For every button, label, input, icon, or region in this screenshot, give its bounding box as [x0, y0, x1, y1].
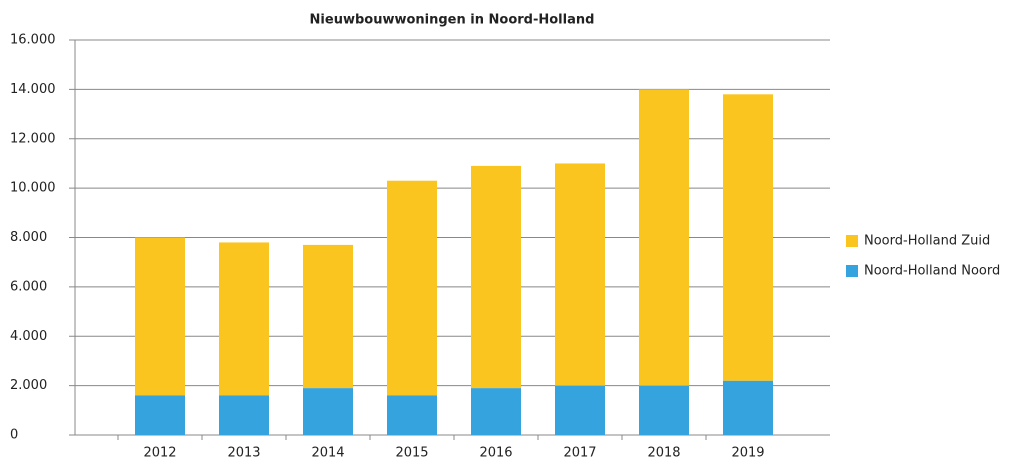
bar-segment	[303, 388, 353, 435]
chart-title: Nieuwbouwwoningen in Noord-Holland	[310, 13, 595, 28]
x-tick-label: 2015	[395, 446, 428, 459]
x-tick-label: 2016	[479, 446, 512, 459]
bar-segment	[471, 165, 521, 389]
y-tick-label: 8.000	[10, 230, 47, 245]
bar-segment	[219, 242, 269, 396]
bar-segment	[387, 180, 437, 396]
y-tick-label: 6.000	[10, 279, 47, 294]
x-tick-label: 2014	[311, 446, 344, 459]
bar-segment	[471, 388, 521, 435]
x-tick-label: 2019	[731, 446, 764, 459]
y-tick-label: 16.000	[10, 33, 56, 48]
y-tick-label: 10.000	[10, 181, 56, 196]
bar-segment	[303, 244, 353, 389]
bar-segment	[135, 237, 185, 396]
bar-segment	[135, 395, 185, 435]
bar-segment	[555, 163, 605, 386]
bar-segment	[387, 395, 437, 435]
legend-label: Noord-Holland Zuid	[864, 234, 990, 249]
bar-segment	[639, 385, 689, 435]
x-tick-label: 2013	[227, 446, 260, 459]
bar-segment	[723, 380, 773, 435]
x-tick-label: 2018	[647, 446, 680, 459]
y-tick-label: 14.000	[10, 82, 56, 97]
y-tick-label: 4.000	[10, 329, 47, 344]
x-tick-label: 2017	[563, 446, 596, 459]
x-tick-label: 2012	[143, 446, 176, 459]
legend-swatch	[846, 265, 858, 277]
bar-segment	[723, 94, 773, 381]
y-tick-label: 0	[10, 428, 18, 443]
legend-label: Noord-Holland Noord	[864, 264, 1000, 279]
y-tick-label: 2.000	[10, 378, 47, 393]
legend-swatch	[846, 235, 858, 247]
y-tick-label: 12.000	[10, 131, 56, 146]
bar-segment	[219, 395, 269, 435]
bar-segment	[555, 385, 605, 435]
bar-segment	[639, 89, 689, 386]
